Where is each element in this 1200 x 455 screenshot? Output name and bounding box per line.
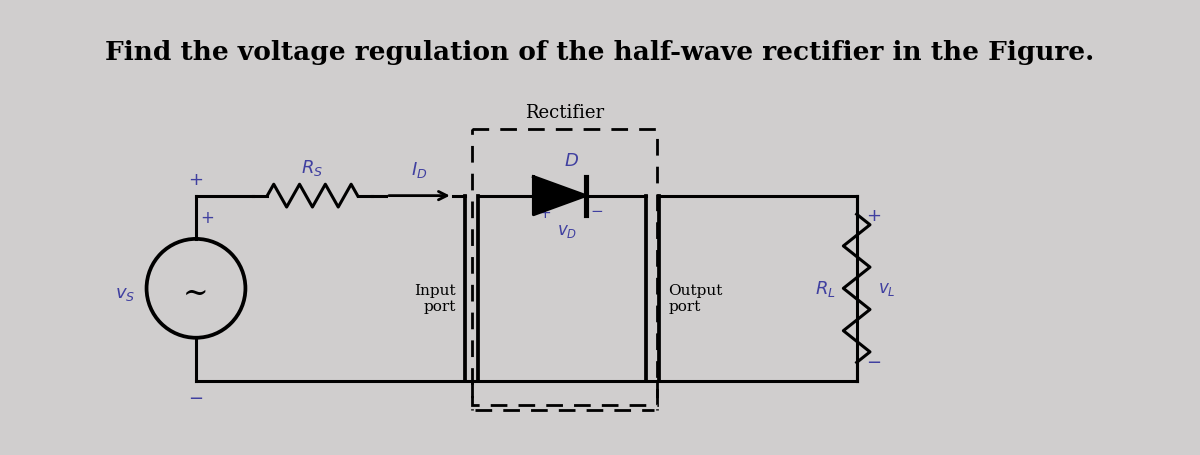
Text: +: + <box>866 206 881 224</box>
Text: Find the voltage regulation of the half-wave rectifier in the Figure.: Find the voltage regulation of the half-… <box>106 40 1094 65</box>
Text: $v_S$: $v_S$ <box>115 284 136 303</box>
Text: $I_D$: $I_D$ <box>412 159 427 179</box>
Text: +: + <box>539 206 551 221</box>
Text: $R_L$: $R_L$ <box>815 279 835 298</box>
Text: $D$: $D$ <box>564 152 578 170</box>
Text: Rectifier: Rectifier <box>524 104 604 122</box>
Polygon shape <box>534 177 586 215</box>
Bar <box>472 130 658 405</box>
Text: −: − <box>866 353 881 371</box>
Text: $R_S$: $R_S$ <box>301 157 324 177</box>
Text: +: + <box>200 208 215 226</box>
Text: $v_L$: $v_L$ <box>877 280 895 297</box>
Text: +: + <box>188 171 204 189</box>
Text: Input
port: Input port <box>414 283 456 313</box>
Text: Output
port: Output port <box>668 283 722 313</box>
Text: $v_D$: $v_D$ <box>557 223 577 240</box>
Text: −: − <box>590 204 604 219</box>
Text: ~: ~ <box>184 278 209 309</box>
Text: −: − <box>188 389 204 407</box>
